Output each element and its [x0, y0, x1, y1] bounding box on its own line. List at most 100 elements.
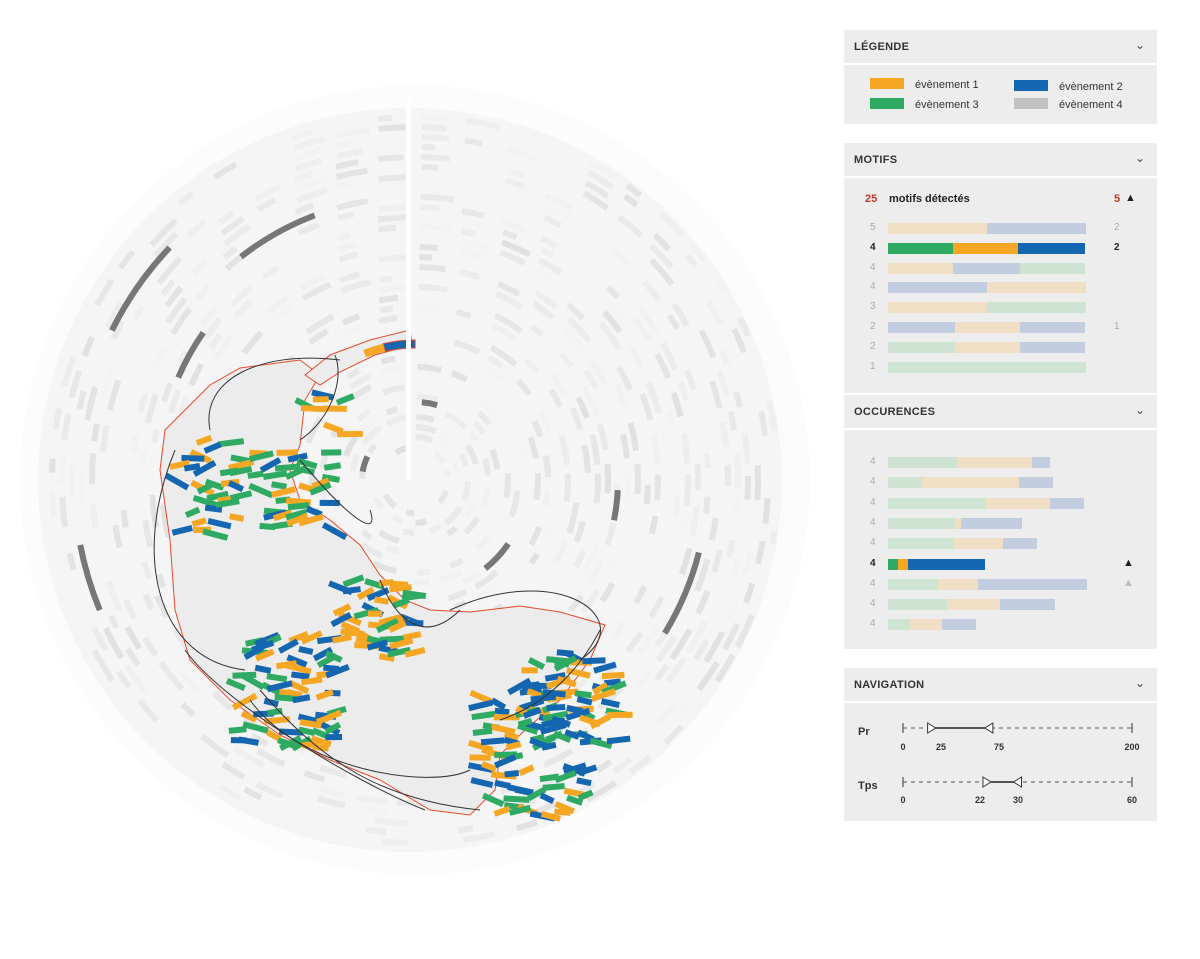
occurence-segment[interactable] — [908, 558, 985, 570]
motif-segment[interactable] — [955, 322, 1020, 333]
motif-segment[interactable] — [888, 302, 987, 314]
occurence-marker-icon[interactable]: ▲ — [1123, 556, 1134, 569]
motif-segment[interactable] — [888, 282, 987, 294]
motif-segment[interactable] — [955, 341, 1020, 353]
sort-triangle-icon[interactable]: ▲ — [1125, 192, 1136, 204]
occurence-segment[interactable] — [888, 599, 947, 611]
occurence-segment[interactable] — [910, 619, 942, 631]
motif-segment[interactable] — [987, 223, 1086, 234]
timeline-segment — [336, 180, 354, 191]
timeline-segment — [535, 800, 558, 815]
occurence-segment[interactable] — [1032, 457, 1050, 468]
occurence-segment[interactable] — [1000, 599, 1055, 611]
timeline-segment — [89, 453, 97, 485]
timeline-segment — [456, 309, 472, 320]
slider-tps-low: 22 — [974, 795, 986, 805]
timeline-segment — [168, 389, 182, 414]
motif-segment[interactable] — [953, 242, 1018, 254]
event-mark — [183, 463, 201, 472]
occurence-segment[interactable] — [938, 578, 978, 590]
motif-size: 3 — [870, 301, 876, 313]
occurence-segment[interactable] — [957, 457, 1032, 468]
event-mark — [507, 677, 532, 696]
timeline-segment — [537, 409, 553, 432]
occurences-header[interactable]: OCCURENCES ⌄ — [844, 395, 1157, 430]
legend-label-ev2: évènement 2 — [1059, 81, 1123, 93]
chevron-down-icon[interactable]: ⌄ — [1134, 151, 1145, 165]
timeline-segment — [158, 643, 175, 664]
event-mark — [554, 770, 577, 784]
occurence-segment[interactable] — [978, 578, 1087, 590]
occurence-segment[interactable] — [888, 558, 898, 570]
event-mark — [325, 664, 350, 679]
event-mark — [248, 450, 274, 463]
timeline-segment — [130, 434, 139, 454]
motif-segment[interactable] — [888, 242, 953, 254]
radial-pattern-visualization[interactable] — [0, 0, 830, 959]
timeline-segment — [475, 535, 491, 552]
occurence-segment[interactable] — [985, 497, 1050, 509]
timeline-segment — [583, 369, 599, 390]
slider-tps[interactable] — [899, 772, 1139, 796]
motif-segment[interactable] — [987, 282, 1086, 294]
timeline-segment — [487, 355, 504, 369]
motifs-header[interactable]: MOTIFS ⌄ — [844, 143, 1157, 178]
occurence-segment[interactable] — [1003, 538, 1037, 550]
event-mark — [291, 735, 312, 752]
motif-segment[interactable] — [1020, 262, 1085, 274]
timeline-segment — [152, 231, 179, 259]
navigation-header[interactable]: NAVIGATION ⌄ — [844, 668, 1157, 703]
timeline-segment — [191, 258, 208, 275]
timeline-segment — [451, 370, 469, 383]
occurence-segment[interactable] — [888, 538, 953, 550]
motif-segment[interactable] — [987, 302, 1086, 314]
occurence-segment[interactable] — [888, 457, 957, 468]
occurence-segment[interactable] — [922, 477, 1019, 489]
event-mark — [229, 465, 253, 477]
event-mark — [231, 692, 258, 711]
chevron-down-icon[interactable]: ⌄ — [1134, 676, 1145, 690]
legend-header[interactable]: LÉGENDE ⌄ — [844, 30, 1157, 65]
occurence-segment[interactable] — [1019, 477, 1053, 489]
legend-swatch-ev1 — [870, 78, 904, 89]
event-mark — [286, 654, 308, 668]
motifs-sort-value[interactable]: 5 — [1114, 193, 1121, 205]
occurence-segment[interactable] — [947, 599, 1000, 611]
occurence-marker-icon[interactable]: ▲ — [1123, 576, 1134, 589]
event-mark — [480, 737, 505, 746]
occurence-segment[interactable] — [942, 619, 976, 631]
event-mark — [388, 620, 407, 633]
occurence-segment[interactable] — [955, 517, 961, 529]
occurence-segment[interactable] — [888, 497, 985, 509]
motif-segment[interactable] — [888, 361, 1086, 373]
occurence-segment[interactable] — [888, 578, 938, 590]
occurence-size: 4 — [870, 516, 876, 528]
timeline-segment — [378, 154, 404, 163]
occurence-segment[interactable] — [1050, 497, 1084, 509]
occurence-segment[interactable] — [961, 517, 1022, 529]
timeline-segment — [377, 214, 407, 223]
motif-segment[interactable] — [953, 262, 1020, 274]
motif-segment[interactable] — [888, 223, 987, 234]
timeline-segment — [415, 424, 438, 435]
motif-segment[interactable] — [1018, 242, 1085, 254]
motif-segment[interactable] — [1020, 341, 1085, 353]
event-mark — [323, 462, 342, 471]
timeline-segment — [49, 458, 56, 473]
timeline-segment — [421, 134, 450, 142]
occurence-segment[interactable] — [888, 619, 910, 631]
motif-segment[interactable] — [1020, 322, 1085, 333]
motif-segment[interactable] — [888, 322, 955, 333]
occurence-segment[interactable] — [953, 538, 1003, 550]
occurence-segment[interactable] — [898, 558, 908, 570]
timeline-segment — [308, 328, 330, 345]
motif-segment[interactable] — [888, 262, 953, 274]
slider-pr[interactable] — [899, 718, 1139, 742]
timeline-segment — [255, 781, 284, 800]
occurence-segment[interactable] — [888, 517, 955, 529]
timeline-segment — [506, 146, 536, 162]
motif-segment[interactable] — [888, 341, 955, 353]
chevron-down-icon[interactable]: ⌄ — [1134, 403, 1145, 417]
chevron-down-icon[interactable]: ⌄ — [1134, 38, 1145, 52]
occurence-segment[interactable] — [888, 477, 922, 489]
